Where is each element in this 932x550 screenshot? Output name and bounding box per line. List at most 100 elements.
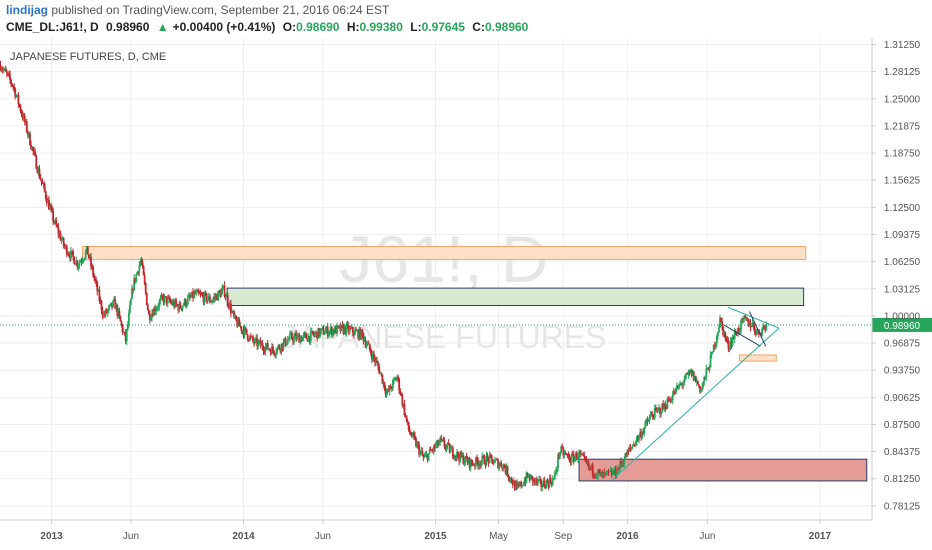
candle-body: [316, 331, 319, 339]
candle-body: [558, 455, 560, 457]
published-text: published on TradingView.com, September …: [51, 3, 390, 17]
candle-body: [742, 318, 745, 320]
price-chart[interactable]: J61!, D JAPANESE FUTURES JAPANESE FUTURE…: [0, 38, 932, 550]
candle-body: [4, 68, 7, 72]
price-tick-label: 1.25000: [884, 94, 921, 105]
candle-body: [171, 302, 173, 305]
candle-body: [253, 340, 255, 344]
candle-body: [559, 452, 562, 457]
candle-body: [590, 464, 593, 469]
candle-body: [236, 320, 239, 327]
candle-body: [544, 486, 547, 489]
candle-body: [425, 454, 428, 456]
candle-body: [712, 344, 715, 352]
candle-body: [617, 467, 619, 475]
candle-body: [750, 326, 753, 328]
candle-body: [632, 444, 635, 447]
candle-body: [418, 445, 421, 455]
candle-body: [325, 326, 328, 331]
candle-body: [644, 421, 647, 428]
candle-body: [289, 333, 292, 335]
candle-body: [390, 388, 393, 390]
candle-body: [157, 306, 160, 308]
candle-body: [271, 346, 273, 355]
candle-body: [222, 285, 225, 288]
candle-body: [188, 295, 191, 298]
candle-body: [638, 435, 640, 440]
candle-body: [652, 416, 655, 419]
zone-rectangles[interactable]: [82, 245, 868, 482]
candle-body: [164, 296, 167, 297]
candle-body: [153, 307, 155, 316]
chart-header: lindijag published on TradingView.com, S…: [0, 0, 932, 38]
candle-body: [91, 266, 93, 267]
candle-body: [139, 261, 142, 266]
candle-body: [163, 296, 166, 303]
candle-body: [348, 327, 351, 332]
candle-body: [413, 432, 415, 436]
candle-body: [540, 480, 543, 488]
candle-body: [57, 227, 60, 235]
candle-body: [328, 330, 331, 334]
author-link[interactable]: lindijag: [6, 3, 48, 17]
candle-body: [430, 450, 433, 452]
candle-body: [547, 481, 550, 487]
candle-body: [428, 449, 431, 454]
candle-body: [395, 378, 397, 381]
candle-body: [134, 278, 137, 282]
candle-body: [136, 271, 139, 275]
candle-body: [118, 310, 121, 316]
candle-body: [565, 453, 568, 455]
candle-body: [454, 455, 456, 458]
candle-body: [308, 336, 311, 342]
candle-body: [459, 451, 462, 462]
candle-body: [0, 69, 3, 71]
candle-body: [152, 313, 154, 316]
candle-body: [389, 385, 392, 389]
candle-body: [398, 378, 401, 391]
candle-body: [22, 115, 25, 119]
candle-body: [147, 309, 150, 315]
candle-body: [373, 353, 375, 359]
candle-body: [563, 453, 566, 456]
candle-body: [21, 114, 24, 119]
candle-body: [60, 239, 63, 241]
candle-body: [261, 343, 264, 348]
candle-body: [736, 328, 739, 336]
candle-body: [576, 453, 578, 460]
trendlines[interactable]: [610, 306, 780, 482]
candle-body: [577, 458, 579, 460]
candle-body: [211, 301, 213, 303]
candle-body: [312, 331, 314, 335]
candle-body: [502, 464, 505, 469]
price-tick-label: 1.00000: [884, 311, 921, 322]
candle-body: [349, 327, 352, 329]
candle-body: [319, 330, 322, 336]
candle-body: [174, 300, 177, 307]
time-axis[interactable]: 2013 Jun 2014 Jun 2015 May Sep 2016 Jun 2017: [0, 519, 872, 542]
candle-body: [568, 456, 571, 462]
candle-body: [440, 437, 443, 440]
last-price-tag: [872, 317, 932, 332]
candle-body: [479, 463, 482, 466]
candle-body: [713, 344, 716, 348]
candle-body: [76, 260, 79, 267]
candle-body: [112, 300, 114, 308]
candle-body: [637, 436, 639, 440]
candle-body: [90, 256, 92, 267]
candle-body: [307, 336, 310, 342]
candle-body: [689, 369, 692, 373]
candle-body: [232, 311, 234, 313]
candle-body: [92, 266, 94, 276]
candle-body: [61, 237, 64, 240]
candle-body: [620, 461, 623, 465]
candle-body: [451, 447, 454, 457]
candle-body: [503, 464, 506, 468]
candle-body: [273, 350, 275, 355]
time-tick-label: Jun: [315, 531, 331, 542]
candle-body: [506, 466, 509, 477]
candle-body: [677, 385, 679, 389]
price-axis[interactable]: 1.31250 1.28125 1.25000 1.21875 1.18750 1.156…: [871, 38, 921, 520]
candle-body: [300, 337, 303, 342]
candle-body: [647, 421, 650, 422]
